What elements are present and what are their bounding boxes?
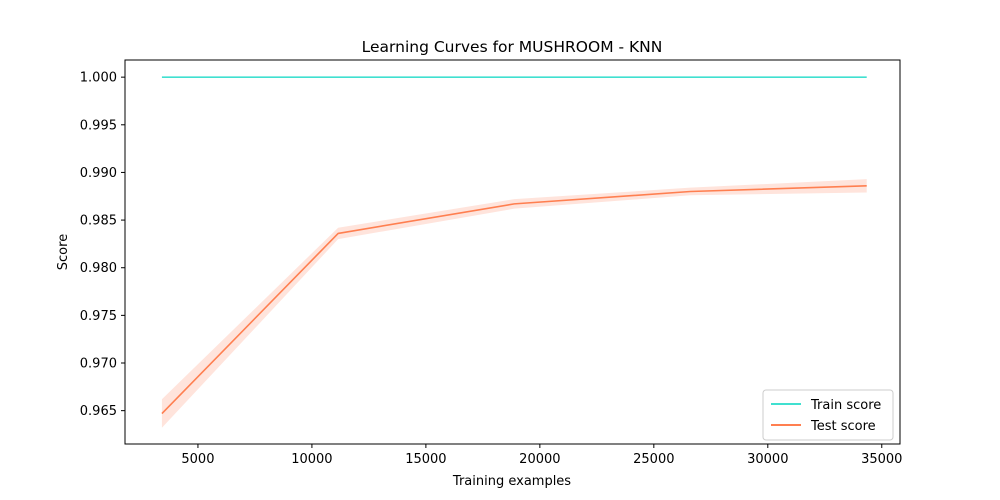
legend-box bbox=[762, 389, 894, 441]
y-axis-ticks: 0.965 0.970 0.975 0.980 0.985 0.990 0.995 1.000 bbox=[80, 71, 125, 419]
y-tick-label: 0.990 bbox=[80, 166, 117, 181]
legend-label-train-score: Train score bbox=[810, 398, 881, 413]
y-tick-label: 1.000 bbox=[80, 71, 117, 86]
y-tick-label: 0.975 bbox=[80, 309, 117, 324]
x-tick-label: 5000 bbox=[181, 452, 214, 467]
plot-area-frame bbox=[124, 59, 901, 445]
y-tick-label: 0.995 bbox=[80, 118, 117, 133]
y-tick-label: 0.970 bbox=[80, 357, 117, 372]
y-tick-label: 0.980 bbox=[80, 261, 117, 276]
x-tick-label: 30000 bbox=[747, 452, 788, 467]
x-tick-label: 15000 bbox=[405, 452, 446, 467]
y-tick-label: 0.965 bbox=[80, 404, 117, 419]
legend-label-test-score: Test score bbox=[810, 419, 876, 434]
legend: Train score Test score bbox=[762, 389, 894, 441]
x-tick-label: 10000 bbox=[291, 452, 332, 467]
x-tick-label: 35000 bbox=[861, 452, 902, 467]
x-axis-ticks: 5000 10000 15000 20000 25000 30000 35000 bbox=[181, 444, 902, 467]
y-axis-label: Score bbox=[56, 234, 71, 270]
x-tick-label: 25000 bbox=[633, 452, 674, 467]
y-tick-label: 0.985 bbox=[80, 214, 117, 229]
x-axis-label: Training examples bbox=[452, 474, 571, 489]
series-lines bbox=[161, 76, 867, 415]
x-tick-label: 20000 bbox=[519, 452, 560, 467]
test-score-line bbox=[161, 184, 867, 415]
chart-title: Learning Curves for MUSHROOM - KNN bbox=[362, 38, 663, 56]
